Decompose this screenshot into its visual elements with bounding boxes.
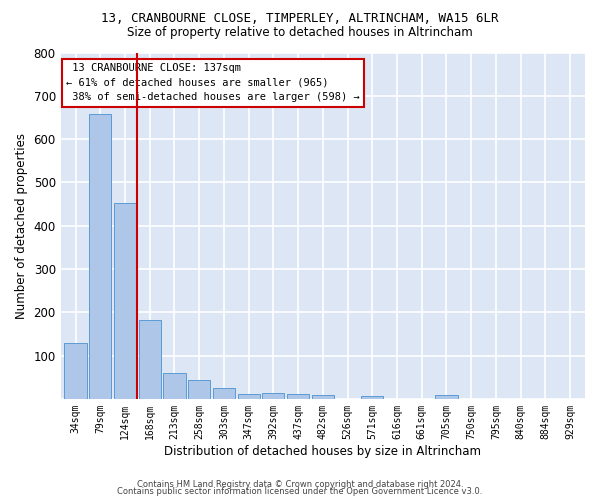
Text: Size of property relative to detached houses in Altrincham: Size of property relative to detached ho…: [127, 26, 473, 39]
Bar: [114, 202, 136, 399]
Y-axis label: Number of detached properties: Number of detached properties: [15, 132, 28, 318]
Bar: [361, 396, 383, 399]
Bar: [436, 396, 458, 399]
X-axis label: Distribution of detached houses by size in Altrincham: Distribution of detached houses by size …: [164, 444, 481, 458]
Text: 13 CRANBOURNE CLOSE: 137sqm
← 61% of detached houses are smaller (965)
 38% of s: 13 CRANBOURNE CLOSE: 137sqm ← 61% of det…: [66, 63, 359, 102]
Bar: [312, 395, 334, 399]
Text: 13, CRANBOURNE CLOSE, TIMPERLEY, ALTRINCHAM, WA15 6LR: 13, CRANBOURNE CLOSE, TIMPERLEY, ALTRINC…: [101, 12, 499, 26]
Bar: [262, 393, 284, 399]
Bar: [89, 114, 112, 399]
Bar: [139, 320, 161, 399]
Bar: [238, 394, 260, 399]
Text: Contains HM Land Registry data © Crown copyright and database right 2024.: Contains HM Land Registry data © Crown c…: [137, 480, 463, 489]
Bar: [287, 394, 309, 399]
Bar: [213, 388, 235, 399]
Bar: [64, 344, 86, 399]
Bar: [188, 380, 210, 399]
Text: Contains public sector information licensed under the Open Government Licence v3: Contains public sector information licen…: [118, 488, 482, 496]
Bar: [163, 373, 185, 399]
